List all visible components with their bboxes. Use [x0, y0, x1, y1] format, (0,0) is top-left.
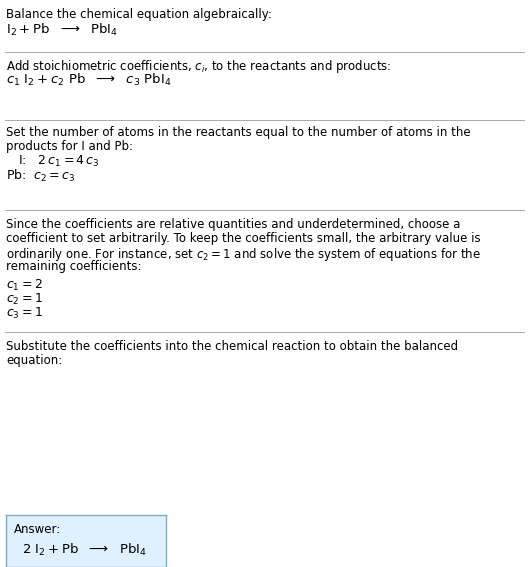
Text: $2\ \mathrm{I_2} + \mathrm{Pb}\ \ \longrightarrow\ \ \mathrm{PbI_4}$: $2\ \mathrm{I_2} + \mathrm{Pb}\ \ \longr… — [22, 542, 147, 558]
Text: $c_1 = 2$: $c_1 = 2$ — [6, 278, 43, 293]
Text: coefficient to set arbitrarily. To keep the coefficients small, the arbitrary va: coefficient to set arbitrarily. To keep … — [6, 232, 481, 245]
Text: remaining coefficients:: remaining coefficients: — [6, 260, 141, 273]
Text: Set the number of atoms in the reactants equal to the number of atoms in the: Set the number of atoms in the reactants… — [6, 126, 471, 139]
Text: Pb:  $c_2 = c_3$: Pb: $c_2 = c_3$ — [6, 168, 76, 184]
Text: I:   $2\,c_1 = 4\,c_3$: I: $2\,c_1 = 4\,c_3$ — [18, 154, 99, 169]
Text: Answer:: Answer: — [14, 523, 61, 536]
Text: $c_2 = 1$: $c_2 = 1$ — [6, 292, 43, 307]
Text: $c_1\ \mathrm{I_2} + c_2\ \mathrm{Pb}\ \ \longrightarrow\ \ c_3\ \mathrm{PbI_4}$: $c_1\ \mathrm{I_2} + c_2\ \mathrm{Pb}\ \… — [6, 72, 171, 88]
Text: Balance the chemical equation algebraically:: Balance the chemical equation algebraica… — [6, 8, 272, 21]
Text: ordinarily one. For instance, set $c_2 = 1$ and solve the system of equations fo: ordinarily one. For instance, set $c_2 =… — [6, 246, 481, 263]
Text: Substitute the coefficients into the chemical reaction to obtain the balanced: Substitute the coefficients into the che… — [6, 340, 458, 353]
Text: $\mathrm{I_2 + Pb\ \ \longrightarrow\ \ PbI_4}$: $\mathrm{I_2 + Pb\ \ \longrightarrow\ \ … — [6, 22, 118, 38]
Text: products for I and Pb:: products for I and Pb: — [6, 140, 133, 153]
Text: Since the coefficients are relative quantities and underdetermined, choose a: Since the coefficients are relative quan… — [6, 218, 460, 231]
Text: Add stoichiometric coefficients, $c_i$, to the reactants and products:: Add stoichiometric coefficients, $c_i$, … — [6, 58, 391, 75]
Text: equation:: equation: — [6, 354, 62, 367]
Text: $c_3 = 1$: $c_3 = 1$ — [6, 306, 43, 321]
